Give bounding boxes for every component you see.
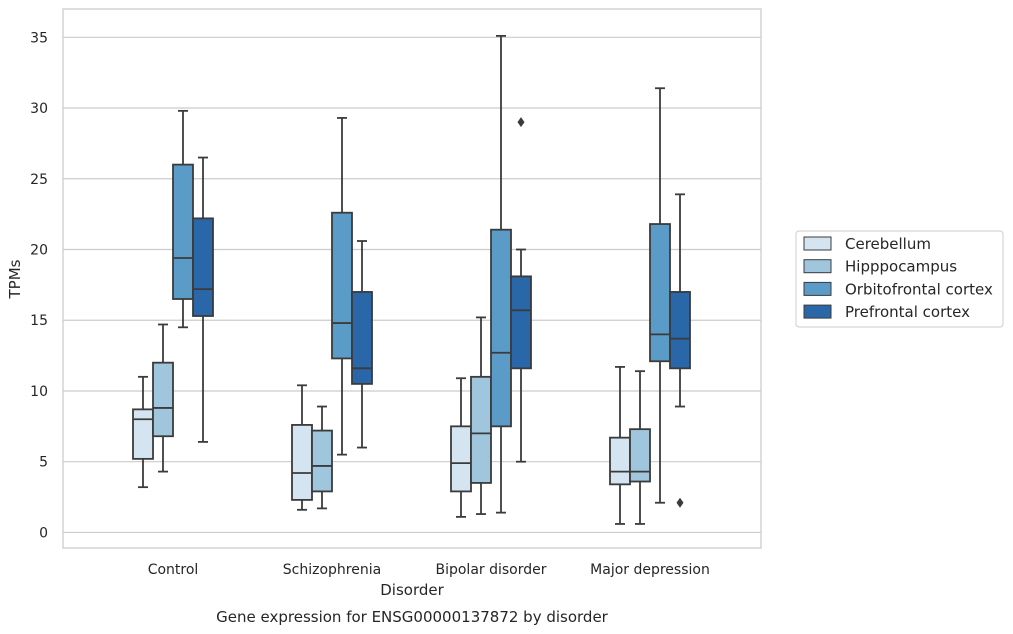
- y-tick-label: 35: [30, 30, 48, 46]
- legend-swatch: [803, 281, 832, 296]
- box-1-0: [152, 323, 174, 473]
- outlier-marker: [676, 497, 684, 508]
- box-2-3: [649, 87, 671, 504]
- iqr-box: [192, 217, 214, 317]
- x-axis-label: Disorder: [380, 581, 444, 599]
- box-3-1: [351, 240, 373, 449]
- iqr-box: [311, 429, 333, 493]
- plot-frame: [62, 8, 762, 549]
- legend-label: Prefrontal cortex: [845, 303, 970, 321]
- y-tick-label: 25: [30, 172, 48, 188]
- y-tick-label: 15: [30, 313, 48, 329]
- iqr-box: [510, 275, 532, 370]
- x-tick-label: Bipolar disorder: [435, 562, 546, 578]
- box-plot-area: [132, 34, 691, 525]
- legend-label: Orbitofrontal cortex: [845, 280, 993, 298]
- box-1-2: [470, 316, 492, 515]
- outlier-marker: [517, 117, 525, 128]
- iqr-box: [291, 424, 313, 501]
- iqr-box: [331, 211, 353, 360]
- x-axis-ticks: Control Schizophrenia Bipolar disorder Majo…: [148, 562, 710, 578]
- box-0-0: [132, 375, 154, 489]
- legend-label: Cerebellum: [845, 235, 931, 253]
- iqr-box: [470, 375, 492, 484]
- y-tick-label: 5: [39, 455, 48, 471]
- box-0-3: [609, 366, 631, 525]
- iqr-box: [629, 428, 651, 483]
- box-2-1: [331, 117, 353, 456]
- legend-swatch: [803, 304, 832, 319]
- y-axis-label: TPMs: [6, 259, 24, 299]
- iqr-box: [669, 291, 691, 370]
- legend-frame: [795, 230, 1004, 328]
- box-0-2: [450, 377, 472, 518]
- iqr-box: [649, 223, 671, 363]
- legend-swatch: [803, 236, 832, 251]
- box-3-0: [192, 156, 214, 443]
- iqr-box: [172, 163, 194, 300]
- x-tick-label: Control: [148, 562, 199, 578]
- iqr-box: [152, 361, 174, 438]
- box-0-1: [291, 384, 313, 511]
- box-2-0: [172, 109, 194, 329]
- box-1-3: [629, 370, 651, 525]
- box-3-2: [510, 117, 532, 463]
- box-3-3: [669, 193, 691, 508]
- y-tick-label: 0: [39, 525, 48, 541]
- iqr-box: [351, 291, 373, 385]
- legend-swatch: [803, 259, 832, 274]
- chart-caption: Gene expression for ENSG00000137872 by d…: [216, 608, 609, 626]
- y-tick-label: 20: [30, 242, 48, 258]
- iqr-box: [450, 425, 472, 493]
- iqr-box: [132, 408, 154, 460]
- y-tick-label: 10: [30, 384, 48, 400]
- x-tick-label: Major depression: [590, 562, 710, 578]
- box-2-2: [490, 34, 512, 514]
- y-tick-label: 30: [30, 101, 48, 117]
- iqr-box: [609, 436, 631, 486]
- legend: Cerebellum Hipppocampus Orbitofrontal cort…: [795, 230, 1004, 328]
- y-axis-ticks: 0 5 10 15 20 25 30 35: [30, 30, 48, 541]
- iqr-box: [490, 228, 512, 428]
- legend-label: Hipppocampus: [845, 258, 957, 276]
- box-1-1: [311, 405, 333, 510]
- x-tick-label: Schizophrenia: [283, 562, 381, 578]
